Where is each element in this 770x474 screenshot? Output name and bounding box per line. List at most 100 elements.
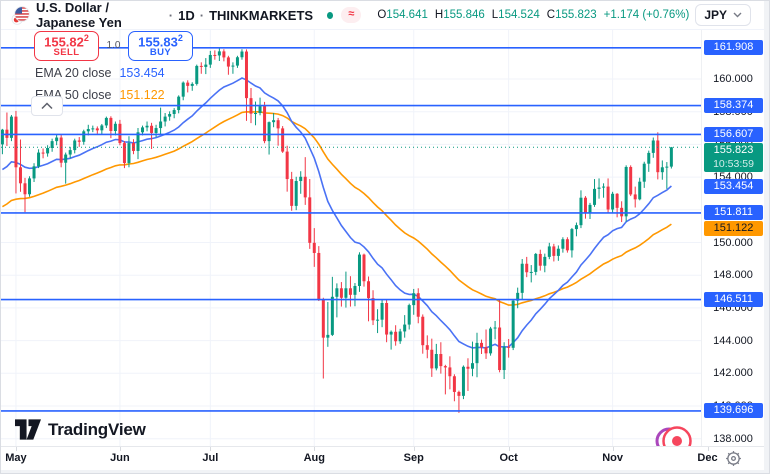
candle-body [348,288,352,295]
price-axis-label: 151.811 [704,205,763,221]
collapse-indicators-button[interactable] [31,96,63,116]
candle-body [50,141,54,148]
exchange-label: THINKMARKETS [209,7,314,23]
candle-body [231,65,235,67]
high-label: H [434,9,444,21]
candle-body [452,376,456,392]
indicator-ema20[interactable]: EMA 20 close 153.454 [35,62,165,84]
price-tick: 148.000 [713,269,753,282]
currency-dropdown[interactable]: JPY [695,4,751,26]
candle-body [37,152,41,167]
right-edge-strip [764,1,769,473]
month-tickmark [15,447,17,451]
candle-body [145,125,149,128]
candle-body [172,110,176,114]
sell-button[interactable]: 155.822 SELL [34,31,99,61]
sell-price-pip: 2 [83,32,89,43]
price-axis-label: 153.454 [704,178,763,194]
candle-body [525,263,529,273]
candle-body [159,121,163,129]
candle-body [303,176,307,198]
candle-body [240,51,244,58]
tradingview-logo[interactable]: TradingView [15,419,146,440]
buy-price: 155.83 [138,33,178,49]
candle-body [263,106,267,142]
candle-body [308,197,312,243]
price-tick: 144.000 [713,334,753,347]
price-axis-label: 146.511 [704,292,763,308]
market-status-dot [327,11,334,19]
candle-body [82,131,86,142]
candle-body [213,54,217,56]
candle-body [633,194,637,200]
open-label: O [377,9,387,21]
candle-body [606,186,610,210]
candle-body [443,366,447,368]
candle-body [222,51,226,58]
candle-body [475,342,479,364]
time-axis[interactable]: May Jun Jul Aug Sep Oct Nov Dec [1,446,764,471]
candle-body [73,140,77,151]
candle-body [380,302,384,320]
ema20-line[interactable] [1,77,672,349]
candle-body [326,334,330,338]
candle-body [23,183,27,195]
candle-body [556,248,560,256]
candle-body [651,140,655,153]
candle-body [68,150,72,155]
candle-body [430,349,434,369]
candle-body [127,143,131,164]
month-tickmark [314,447,316,451]
candle-body [593,188,597,205]
candle-body [538,253,542,266]
candle-body [199,65,203,67]
buy-button[interactable]: 155.832 BUY [128,31,193,61]
candle-body [28,178,32,195]
candle-body [461,366,465,396]
symbol-title[interactable]: U.S. Dollar / Japanese Yen · 1D · THINKM… [36,1,314,30]
candle-body [647,152,651,164]
candle-body [489,328,493,354]
candle-body [235,57,239,66]
candle-body [244,51,248,99]
symbol-flag-icon [11,5,30,25]
candle-body [570,229,574,251]
candle-body [493,327,497,329]
candle-body [597,187,601,189]
month-label: Nov [602,452,623,464]
separator: · [168,7,174,23]
candle-body [367,281,371,299]
price-axis-label: 155.823 10:53:59 [704,142,763,172]
candle-body [276,120,280,129]
candle-body [660,167,664,173]
candle-body [403,324,407,332]
candle-body [516,292,520,301]
candle-body [321,299,325,338]
candle-body [385,302,389,335]
candle-body [529,271,533,273]
candle-body [498,327,502,371]
candle-body [552,246,556,256]
price-chart-canvas[interactable] [1,30,701,446]
candle-body [389,331,393,335]
bottom-edge-strip [1,470,769,473]
interval-label: 1D [178,7,195,23]
ema20-value: 153.454 [119,66,165,80]
candle-body [64,154,68,163]
candle-body [190,83,194,86]
price-axis[interactable]: 138.000140.000142.000144.000146.000148.0… [701,30,764,446]
candle-body [294,181,298,206]
gear-icon[interactable] [725,450,743,468]
month-tickmark [508,447,510,451]
close-value: 155.823 [555,9,597,21]
price-axis-label: 151.122 [704,221,763,237]
candle-body [588,204,592,213]
candle-body [511,300,515,348]
candle-body [543,256,547,266]
ema50-value: 151.122 [119,88,165,102]
ema50-line[interactable] [1,110,672,306]
candle-body [150,125,154,133]
candle-body [416,293,420,317]
open-value: 154.641 [386,9,428,21]
candle-body [113,123,117,131]
